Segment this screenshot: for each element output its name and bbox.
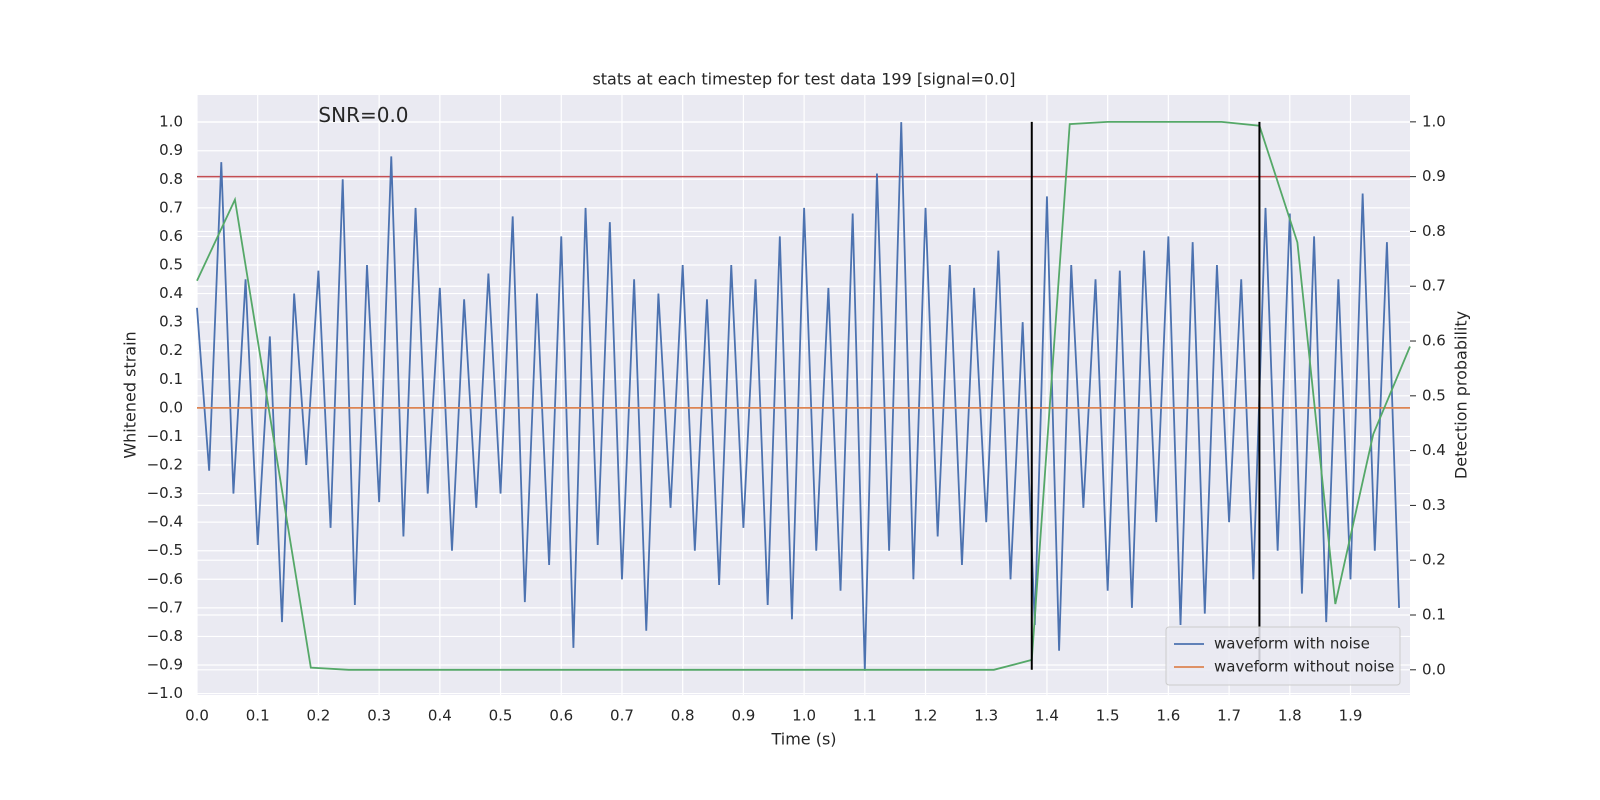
x-tick-label: 1.4 [1035, 707, 1059, 725]
y2-tick-label: 0.7 [1422, 277, 1446, 295]
y-tick-label: 0.6 [159, 227, 183, 245]
y2-axis-label: Detection probability [1452, 311, 1471, 479]
x-tick-label: 0.0 [185, 707, 209, 725]
legend-box [1165, 626, 1401, 686]
y2-tick-label: 0.2 [1422, 551, 1446, 569]
y-tick-label: 0.2 [159, 341, 183, 359]
y-tick-label: 0.1 [159, 370, 183, 388]
series-line [196, 122, 1400, 671]
x-tick-label: 1.6 [1156, 707, 1180, 725]
y-tick-label: −0.9 [147, 656, 183, 674]
y2-tick-label: 0.0 [1422, 660, 1446, 678]
y-tick-label: −0.5 [147, 541, 183, 559]
legend-label: waveform with noise [1214, 635, 1370, 653]
y2-tick-label: 1.0 [1422, 112, 1446, 130]
y2-tick-label: 0.3 [1422, 496, 1446, 514]
legend-label: waveform without noise [1214, 658, 1394, 676]
y2-tick-label: 0.1 [1422, 606, 1446, 624]
y2-tick-label: 0.6 [1422, 332, 1446, 350]
y2-tick-label: 0.8 [1422, 222, 1446, 240]
y-axis-label: Whitened strain [121, 331, 140, 458]
y2-tick-label: 0.5 [1422, 386, 1446, 404]
y-tick-label: −0.2 [147, 456, 183, 474]
x-tick-label: 1.9 [1339, 707, 1363, 725]
chart-title: stats at each timestep for test data 199… [592, 70, 1015, 89]
x-tick-label: 1.7 [1217, 707, 1241, 725]
y-tick-label: −0.6 [147, 570, 183, 588]
x-tick-label: 0.5 [489, 707, 513, 725]
x-tick-label: 1.0 [792, 707, 816, 725]
x-tick-label: 1.1 [853, 707, 877, 725]
y-tick-label: −0.1 [147, 427, 183, 445]
y-tick-label: 0.5 [159, 256, 183, 274]
y-tick-label: 0.4 [159, 284, 183, 302]
x-tick-label: 0.2 [306, 707, 330, 725]
x-tick-label: 0.3 [367, 707, 391, 725]
y-tick-label: 0.7 [159, 198, 183, 216]
x-tick-label: 1.8 [1278, 707, 1302, 725]
x-tick-label: 1.3 [974, 707, 998, 725]
x-tick-label: 0.7 [610, 707, 634, 725]
x-tick-label: 0.4 [428, 707, 452, 725]
x-tick-label: 0.1 [246, 707, 270, 725]
y-tick-label: 1.0 [159, 113, 183, 131]
y-tick-label: 0.3 [159, 313, 183, 331]
y-tick-label: −1.0 [147, 684, 183, 702]
y-tick-label: −0.4 [147, 513, 183, 531]
x-tick-label: 0.6 [549, 707, 573, 725]
x-tick-label: 0.9 [731, 707, 755, 725]
y-tick-label: −0.3 [147, 484, 183, 502]
x-tick-label: 0.8 [671, 707, 695, 725]
y2-tick-label: 0.4 [1422, 441, 1446, 459]
y-tick-label: 0.8 [159, 170, 183, 188]
y-tick-label: 0.0 [159, 398, 183, 416]
series-line [196, 120, 1411, 671]
y2-tick-label: 0.9 [1422, 167, 1446, 185]
y-tick-label: 0.9 [159, 141, 183, 159]
annotation: SNR=0.0 [318, 103, 408, 127]
x-tick-label: 1.2 [914, 707, 938, 725]
x-tick-label: 1.5 [1096, 707, 1120, 725]
y-tick-label: −0.7 [147, 598, 183, 616]
x-axis-label: Time (s) [770, 730, 836, 749]
y-tick-label: −0.8 [147, 627, 183, 645]
